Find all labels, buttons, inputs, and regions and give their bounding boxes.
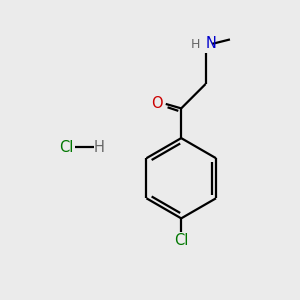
- Text: O: O: [151, 96, 163, 111]
- Text: Cl: Cl: [60, 140, 74, 154]
- Text: Cl: Cl: [174, 233, 188, 248]
- Text: N: N: [206, 36, 217, 51]
- Text: H: H: [191, 38, 200, 51]
- Text: H: H: [94, 140, 105, 154]
